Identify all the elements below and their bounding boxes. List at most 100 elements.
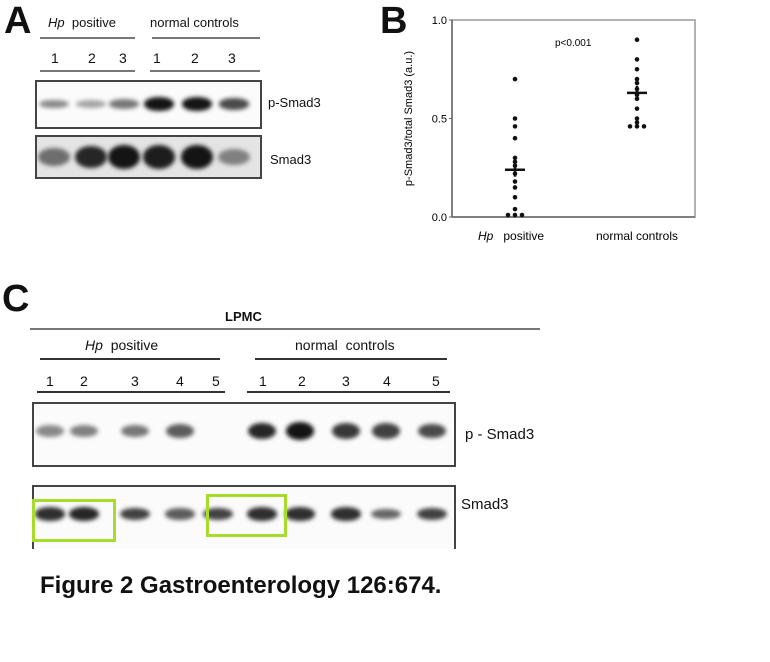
category-suffix: positive xyxy=(503,229,544,243)
divider xyxy=(152,37,260,39)
panel-c-letter: C xyxy=(2,278,30,320)
y-tick-label: 0.5 xyxy=(432,114,447,126)
blot-band xyxy=(166,424,194,438)
data-point xyxy=(512,185,518,190)
divider xyxy=(30,328,540,330)
lane-number: 3 xyxy=(342,373,350,389)
blot-band xyxy=(182,97,212,111)
panel-a-letter: A xyxy=(4,0,32,42)
plot-frame xyxy=(451,19,696,218)
data-point xyxy=(634,76,640,82)
y-tick-label: 1.0 xyxy=(432,15,447,27)
data-point xyxy=(634,116,640,121)
highlight-box-hp xyxy=(32,499,116,542)
data-point xyxy=(634,120,640,125)
divider xyxy=(37,391,225,393)
panel-c-group1-label: Hp positive xyxy=(85,337,158,353)
hp-italic: Hp xyxy=(85,337,103,353)
x-category-label: normal controls xyxy=(596,229,678,243)
blot-band xyxy=(39,99,69,109)
lane-number: 3 xyxy=(131,373,139,389)
group1-suffix: positive xyxy=(110,337,159,353)
lane-number: 1 xyxy=(153,50,161,66)
blot-band xyxy=(286,422,314,440)
blot-band xyxy=(247,507,277,521)
blot-band xyxy=(120,507,150,521)
blot-band xyxy=(76,100,106,108)
blot-band xyxy=(121,424,149,438)
blot-band xyxy=(219,98,249,110)
data-point xyxy=(512,212,518,218)
panel-a-psmad3-label: p-Smad3 xyxy=(268,95,321,110)
blot-band xyxy=(332,423,360,439)
blot-band xyxy=(218,148,250,166)
lane-number: 3 xyxy=(228,50,236,66)
x-category-label: Hp positive xyxy=(478,229,544,243)
lane-number: 2 xyxy=(80,373,88,389)
blot-band xyxy=(165,508,195,520)
lane-number: 1 xyxy=(46,373,54,389)
panel-a-group1-label: Hp positive xyxy=(48,15,116,30)
data-point xyxy=(512,135,518,141)
divider xyxy=(40,37,135,39)
blot-band xyxy=(418,423,446,439)
panel-a-group2-label: normal controls xyxy=(150,15,239,30)
lane-number: 5 xyxy=(212,373,220,389)
divider xyxy=(150,70,260,72)
y-axis-label: p-Smad3/total Smad3 (a.u.) xyxy=(403,51,415,186)
lane-number: 1 xyxy=(51,50,59,66)
blot-band xyxy=(144,97,174,111)
lane-number: 4 xyxy=(383,373,391,389)
blot-band xyxy=(203,507,233,521)
panel-c-group2-label: normal controls xyxy=(295,337,395,353)
lane-number: 2 xyxy=(298,373,306,389)
blot-band xyxy=(371,508,401,520)
figure-caption: Figure 2 Gastroenterology 126:674. xyxy=(40,572,442,599)
divider xyxy=(40,70,135,72)
data-point xyxy=(512,155,518,161)
blot-band xyxy=(109,99,139,109)
blot-band xyxy=(38,148,70,166)
data-point xyxy=(627,124,633,129)
lane-number: 4 xyxy=(176,373,184,389)
data-point xyxy=(512,116,518,121)
panel-b-letter: B xyxy=(380,0,408,42)
blot-band xyxy=(70,425,98,437)
blot-band xyxy=(181,144,213,170)
divider xyxy=(40,358,220,360)
blot-band xyxy=(108,144,140,170)
divider xyxy=(255,358,447,360)
panel-a-smad3-label: Smad3 xyxy=(270,152,312,167)
lane-number: 5 xyxy=(432,373,440,389)
blot-band xyxy=(372,423,400,439)
data-point xyxy=(512,195,518,200)
panel-c-header: LPMC xyxy=(225,309,262,324)
panel-c-psmad3-blot xyxy=(32,402,456,467)
data-point xyxy=(634,37,640,42)
data-point xyxy=(634,57,640,62)
data-point xyxy=(512,206,518,212)
panel-c-smad3-label: Smad3 xyxy=(461,496,509,513)
blot-band xyxy=(36,425,64,437)
data-point xyxy=(641,124,647,129)
data-point xyxy=(512,124,518,129)
lane-number: 1 xyxy=(259,373,267,389)
data-point xyxy=(634,106,640,111)
data-point xyxy=(634,80,640,86)
data-point xyxy=(512,179,518,184)
data-point xyxy=(505,212,511,218)
hp-italic: Hp xyxy=(48,15,65,30)
lane-number: 3 xyxy=(119,50,127,66)
hp-italic: Hp xyxy=(478,229,494,243)
blot-band xyxy=(69,507,99,521)
data-point xyxy=(634,66,640,72)
lane-number: 2 xyxy=(88,50,96,66)
panel-c-psmad3-label: p - Smad3 xyxy=(465,426,535,443)
divider xyxy=(247,391,450,393)
panel-a-psmad3-blot xyxy=(35,80,262,129)
data-point xyxy=(634,124,640,129)
panel-a-smad3-blot xyxy=(35,135,262,179)
blot-band xyxy=(75,145,107,169)
y-tick-label: 0.0 xyxy=(432,212,447,224)
